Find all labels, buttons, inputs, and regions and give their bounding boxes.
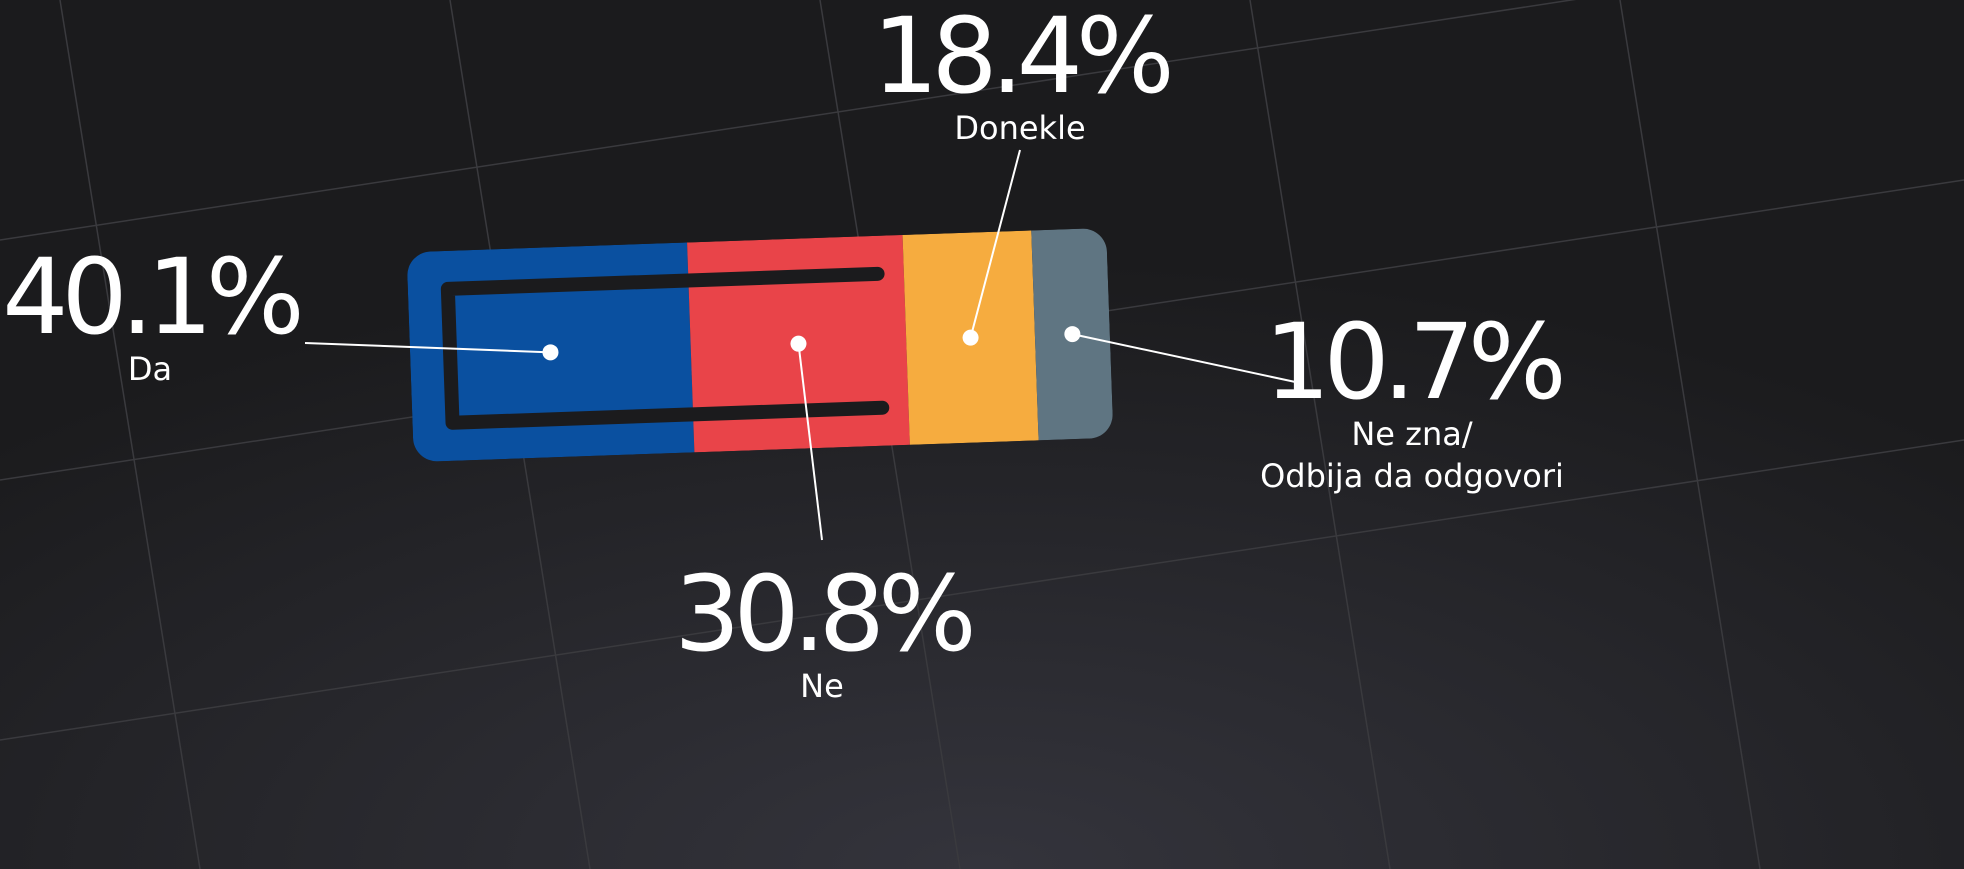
data-label: 40.1%Da <box>2 245 297 391</box>
leader-dot <box>790 336 806 352</box>
data-label: 30.8%Ne <box>674 562 969 708</box>
value-label: 40.1% <box>2 245 297 349</box>
data-label: 10.7%Ne zna/ Odbija da odgovori <box>1260 310 1564 497</box>
leader-dot <box>1064 326 1080 342</box>
leader-dot <box>963 330 979 346</box>
leader-dot <box>542 344 558 360</box>
value-label: 18.4% <box>872 4 1167 108</box>
value-label: 10.7% <box>1260 310 1564 414</box>
category-label: Ne zna/ Odbija da odgovori <box>1260 414 1564 497</box>
page: {"chart_data": {"type": "stacked-bar", "… <box>0 0 1964 869</box>
value-label: 30.8% <box>674 562 969 666</box>
data-label: 18.4%Donekle <box>872 4 1167 150</box>
bar-group <box>407 228 1114 462</box>
